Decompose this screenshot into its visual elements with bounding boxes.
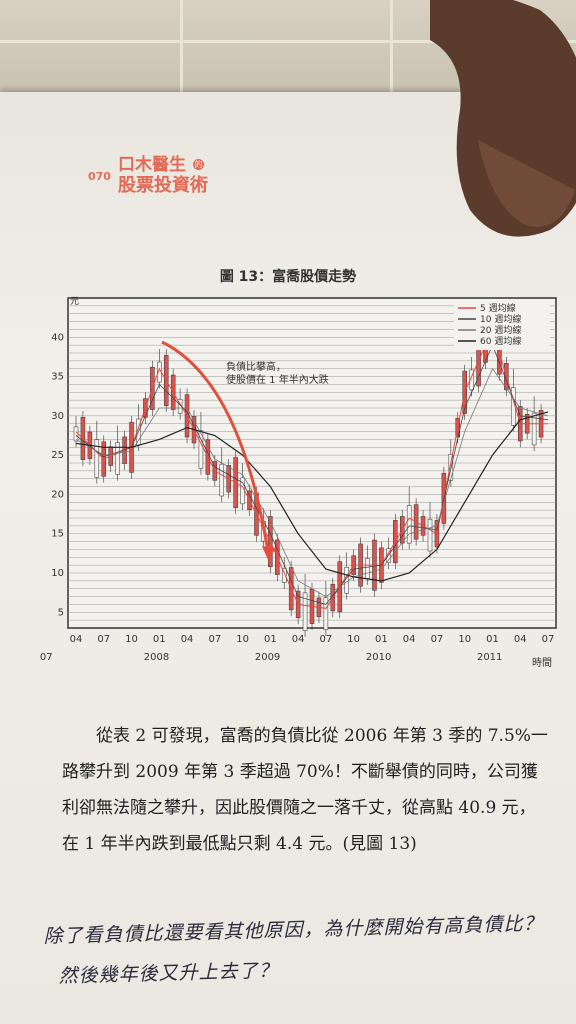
ma-line-4 [75, 411, 549, 582]
y-tick-label: 15 [51, 529, 64, 540]
x-tick-label: 04 [70, 634, 83, 645]
candle-body [323, 597, 329, 630]
legend-entry: 10 週均線 [480, 313, 521, 325]
ma-line-3 [75, 367, 549, 598]
trend-arrowhead [262, 546, 276, 560]
year-label: 2008 [144, 652, 169, 663]
x-tick-label: 04 [181, 634, 194, 645]
year-labels: 2007 2008 2009 2010 2011 [40, 652, 502, 663]
x-axis-label: 時間 [532, 657, 552, 669]
candle-body [531, 412, 537, 446]
header-title-line1: 口木醫生 [118, 155, 186, 175]
candle-body [219, 463, 225, 497]
legend-entry: 5 週均線 [480, 302, 516, 314]
candle-body [94, 439, 100, 478]
year-label: 2007 [40, 652, 53, 663]
x-tick-label: 04 [403, 634, 416, 645]
y-tick-labels: 5 10 15 20 25 30 35 40 [51, 332, 64, 618]
tile-grout [0, 40, 576, 43]
body-paragraph-block: 從表 2 可發現，富喬的負債比從 2006 年第 3 季的 7.5%一路攀升到 … [62, 718, 552, 862]
x-tick-label: 04 [292, 634, 305, 645]
annotation-line1: 負債比攀高， [226, 360, 286, 373]
y-tick-label: 10 [51, 568, 64, 579]
x-tick-label: 07 [97, 634, 110, 645]
y-axis-label: 元 [70, 297, 79, 307]
x-tick-label: 01 [486, 634, 499, 645]
x-tick-labels: 04 07 10 01 04 07 10 01 04 07 10 01 04 07 10 01 04 07 [70, 634, 555, 645]
year-label: 2011 [477, 652, 502, 663]
candle-body [427, 518, 433, 552]
ma-line-2 [75, 344, 549, 605]
x-tick-label: 07 [542, 634, 555, 645]
thumb [430, 0, 576, 237]
body-paragraph: 從表 2 可發現，富喬的負債比從 2006 年第 3 季的 7.5%一路攀升到 … [62, 726, 548, 854]
legend-entry: 60 週均線 [480, 335, 521, 347]
annotation-line2: 使股價在 1 年半內大跌 [226, 373, 329, 386]
tile-grout [180, 0, 183, 110]
ma-line-1 [75, 327, 548, 609]
book-header: 口木醫生 股票投資術 [118, 155, 208, 197]
x-tick-label: 07 [320, 634, 333, 645]
legend-entry: 20 週均線 [480, 324, 521, 336]
y-tick-label: 25 [51, 450, 64, 461]
stock-chart: 5 10 15 20 25 30 35 40 04 07 10 01 04 07 10 01 04 07 10 01… [40, 297, 557, 669]
candle-body [365, 558, 370, 579]
figure-title: 圖 13：富喬股價走勢 [219, 269, 357, 285]
header-title-line2: 股票投資術 [118, 175, 208, 196]
handwritten-note: 除了看負債比還要看其他原因，為什麼開始有高負債比？ 然後幾年後又升上去了？ [43, 903, 555, 996]
year-label: 2010 [366, 652, 391, 663]
x-tick-label: 10 [347, 634, 360, 645]
candle-body [198, 430, 204, 469]
y-tick-label: 40 [51, 332, 64, 343]
x-tick-label: 01 [375, 634, 388, 645]
tile-grout [390, 0, 393, 110]
candle-body [281, 568, 287, 583]
trend-arrow [161, 340, 270, 553]
candle-body [115, 442, 120, 475]
x-tick-label: 04 [514, 634, 527, 645]
x-tick-label: 01 [153, 634, 166, 645]
x-tick-label: 10 [458, 634, 471, 645]
header-badge: 的 [193, 159, 204, 170]
y-tick-label: 5 [58, 607, 64, 618]
x-tick-label: 10 [125, 634, 138, 645]
moving-average-lines [75, 327, 549, 609]
candle-body [73, 426, 79, 442]
chart-grid [68, 305, 556, 621]
x-tick-label: 07 [431, 634, 444, 645]
page-number: 070 [88, 170, 111, 183]
x-tick-label: 10 [236, 634, 249, 645]
candle-body [406, 505, 412, 544]
x-tick-label: 07 [208, 634, 221, 645]
y-tick-label: 20 [51, 489, 64, 500]
candle-body [302, 592, 308, 631]
year-label: 2009 [255, 652, 280, 663]
y-tick-label: 35 [51, 372, 64, 383]
x-tick-label: 01 [264, 634, 277, 645]
y-tick-label: 30 [51, 411, 64, 422]
